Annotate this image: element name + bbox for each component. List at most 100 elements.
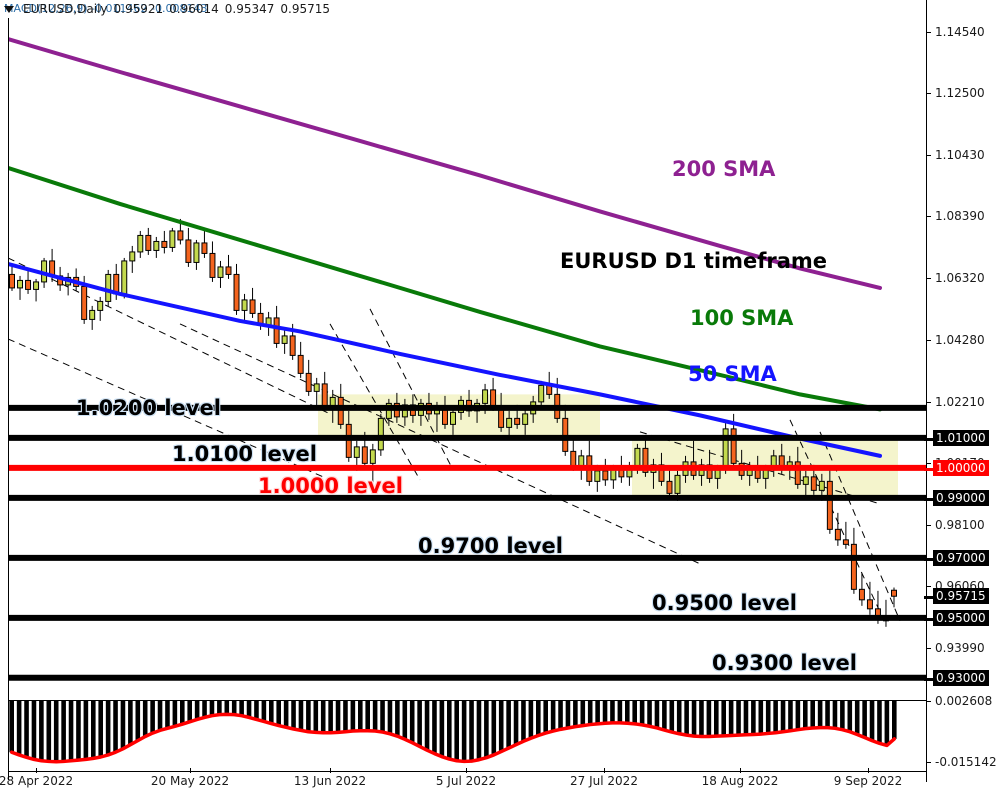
- triangle-down-icon[interactable]: [4, 5, 14, 13]
- price-tick-label: 0.99000: [933, 489, 989, 506]
- candle-body: [353, 446, 360, 458]
- price-tick-mark: [924, 617, 933, 621]
- candle: [842, 521, 849, 549]
- date-tick-mark: [604, 768, 605, 773]
- price-pane[interactable]: [8, 18, 926, 700]
- macd-pane[interactable]: [8, 700, 926, 772]
- candle-body: [217, 266, 224, 278]
- price-tick-label: 1.08390: [935, 209, 985, 224]
- candle: [233, 263, 240, 315]
- macd-tick-label: 0.002608: [935, 694, 993, 709]
- price-tick-label: 1.12500: [935, 85, 985, 100]
- level-label-1-0000: 1.0000 level: [258, 474, 403, 498]
- candle-body: [137, 234, 144, 253]
- candle-body: [842, 539, 849, 545]
- candle-body: [193, 242, 200, 263]
- sma-line-200-sma: [8, 36, 882, 290]
- candle-body: [25, 279, 32, 290]
- price-axis-right[interactable]: 1.14540 1.12500 1.10430 1.08390 1.06320 1.042…: [924, 0, 1000, 800]
- level-label-0-9700: 0.9700 level: [418, 534, 563, 558]
- candle: [666, 467, 673, 498]
- macd-tick-mark: [926, 761, 931, 763]
- candle: [97, 296, 104, 321]
- candle: [450, 407, 456, 435]
- plot-frame: [8, 18, 926, 780]
- ohlc-open: 0.95921: [113, 2, 164, 16]
- price-tick-mark: [924, 467, 933, 471]
- sma-200-legend-label: 200 SMA: [672, 157, 776, 181]
- candle-body: [289, 335, 296, 356]
- candle-body: [9, 273, 15, 289]
- price-tick-label: 1.02210: [935, 394, 985, 409]
- candle: [281, 329, 288, 354]
- candle: [866, 581, 873, 615]
- candle: [145, 227, 152, 255]
- price-tick-label: 1.10430: [935, 148, 985, 163]
- candle: [89, 305, 96, 330]
- price-tick-label: 1.06320: [935, 271, 985, 286]
- price-tick-mark: [924, 557, 933, 561]
- price-tick-mark: [926, 524, 931, 526]
- candle: [225, 254, 232, 279]
- price-tick-mark: [924, 596, 933, 600]
- candle-body: [794, 461, 801, 485]
- candle-body: [33, 281, 40, 290]
- candle-body: [642, 447, 649, 473]
- candle-body: [281, 335, 288, 344]
- candle: [313, 377, 320, 408]
- candle-body: [377, 417, 384, 451]
- candle-body: [185, 239, 192, 263]
- sma-50-legend-label: 50 SMA: [688, 362, 777, 386]
- level-label-1-0100: 1.0100 level: [172, 442, 317, 466]
- sma-line-100-sma: [8, 165, 882, 412]
- candle-body: [153, 240, 160, 251]
- date-tick-label: 27 Jul 2022: [570, 774, 638, 788]
- candle: [297, 341, 304, 378]
- candle-body: [891, 589, 897, 597]
- candle-body: [297, 354, 304, 374]
- price-tick-label: 0.97000: [933, 549, 989, 566]
- candle: [506, 410, 513, 438]
- candle-body: [129, 251, 136, 262]
- candle-body: [105, 273, 112, 302]
- candle-body: [850, 543, 857, 590]
- date-tick-label: 20 May 2022: [150, 774, 230, 788]
- date-tick-mark: [740, 768, 741, 773]
- date-tick-mark: [190, 768, 191, 773]
- candle-body: [826, 480, 833, 530]
- price-tick-mark: [924, 497, 933, 501]
- trendline-lower-channel: [8, 338, 331, 481]
- ohlc-low: 0.95347: [224, 2, 275, 16]
- price-tick-mark: [926, 216, 931, 218]
- price-tick-mark: [926, 31, 931, 33]
- candle-body: [866, 599, 873, 610]
- candle-body: [169, 230, 176, 248]
- candle-body: [177, 230, 184, 241]
- date-tick-mark: [466, 768, 467, 773]
- candle: [538, 380, 545, 408]
- candle: [185, 227, 192, 267]
- level-label-1-0200: 1.0200 level: [76, 396, 221, 420]
- candle-body: [506, 417, 513, 428]
- price-tick-label: 1.04280: [935, 332, 985, 347]
- candle-body: [89, 309, 96, 320]
- candle-body: [818, 480, 825, 491]
- candle-body: [201, 242, 208, 254]
- macd-tick-label: -0.015142: [935, 754, 997, 769]
- sma-100-legend-label: 100 SMA: [690, 306, 794, 330]
- candle-body: [145, 234, 152, 251]
- candle: [891, 587, 897, 608]
- candle: [834, 512, 841, 546]
- date-axis: 28 Apr 2022 20 May 2022 13 Jun 2022 5 Jul 2…: [0, 768, 1000, 800]
- chart-header: EURUSD,Daily 0.95921 0.96014 0.95347 0.9…: [0, 0, 1000, 18]
- trendline-steep-down-2: [329, 323, 421, 481]
- candle-body: [514, 417, 521, 425]
- candle-body: [225, 266, 232, 275]
- price-tick-label: 0.95000: [933, 609, 989, 626]
- candle: [217, 260, 224, 288]
- candle-body: [802, 476, 809, 485]
- candle: [369, 443, 376, 483]
- candle-body: [233, 273, 240, 311]
- trendline-steep-down-1: [369, 308, 453, 469]
